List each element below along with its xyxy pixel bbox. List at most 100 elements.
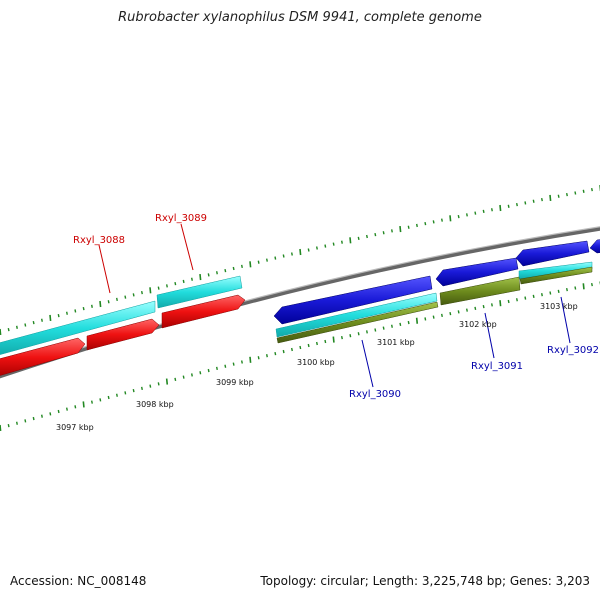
tick-mark [149, 384, 152, 388]
gene-label-rxyl-3091[interactable]: Rxyl_3091 [471, 361, 523, 372]
tick-mark [82, 401, 85, 408]
genome-backbone [0, 226, 600, 379]
leader-rxyl-3090 [361, 339, 374, 388]
tick-mark [57, 313, 60, 318]
tick-mark [374, 328, 377, 332]
cds-arrow-rxyl-3088[interactable] [86, 318, 160, 351]
tick-mark [449, 311, 452, 316]
tick-mark [532, 199, 535, 203]
tick-mark [15, 421, 18, 425]
tick-mark [174, 282, 177, 286]
olive-feature-3[interactable] [519, 266, 593, 285]
cds-arrow-left[interactable] [0, 337, 86, 377]
tick-mark [224, 364, 227, 368]
accession-text: Accession: NC_008148 [10, 574, 147, 588]
tick-mark [49, 412, 52, 416]
scale-label-3099: 3099 kbp [216, 378, 254, 387]
scale-label-3100: 3100 kbp [297, 358, 335, 367]
tick-mark [299, 345, 302, 350]
tick-mark [7, 423, 10, 428]
tick-mark [574, 286, 577, 290]
tick-mark [390, 324, 393, 328]
olive-feature-2[interactable] [439, 276, 521, 306]
tick-mark [549, 291, 552, 295]
tick-mark [307, 248, 310, 252]
tick-mark [474, 211, 477, 215]
tick-mark [224, 268, 227, 273]
gene-bar-rxyl-3089[interactable] [156, 275, 243, 309]
tick-mark [557, 289, 560, 293]
scale-label-3101: 3101 kbp [377, 338, 415, 347]
tick-mark [149, 287, 152, 294]
tick-mark [507, 204, 510, 208]
tick-mark [457, 310, 460, 314]
tick-mark [349, 334, 352, 338]
tick-mark [432, 315, 435, 319]
tick-mark [199, 371, 202, 375]
tick-mark [132, 293, 135, 297]
gene-label-rxyl-3092[interactable]: Rxyl_3092 [547, 345, 599, 356]
gene-bar-rxyl-3090[interactable] [275, 292, 438, 338]
tick-mark [532, 294, 535, 299]
tick-mark [65, 407, 68, 411]
tick-mark [0, 328, 2, 336]
tick-mark [365, 234, 368, 239]
cds-arrow-rxyl-3091[interactable] [435, 257, 519, 287]
tick-mark [74, 309, 77, 313]
upper-tick-ring [0, 185, 600, 336]
tick-mark [290, 252, 293, 256]
gene-label-rxyl-3090[interactable]: Rxyl_3090 [349, 389, 401, 400]
tick-mark [99, 398, 102, 402]
tick-mark [265, 258, 268, 262]
tick-mark [90, 400, 93, 404]
cds-arrow-next[interactable] [589, 239, 600, 254]
tick-mark [349, 237, 352, 244]
tick-mark [324, 339, 327, 344]
tick-mark [74, 405, 77, 409]
lower-tick-ring [0, 281, 600, 432]
tick-mark [115, 297, 118, 302]
gene-label-rxyl-3088[interactable]: Rxyl_3088 [73, 235, 125, 246]
tick-mark [565, 192, 568, 197]
tick-mark [465, 213, 468, 217]
gene-bar-rxyl-3088[interactable] [0, 300, 156, 356]
tick-mark [240, 264, 243, 269]
tick-mark [274, 256, 277, 260]
tick-mark [574, 191, 577, 195]
tick-mark [157, 382, 160, 386]
tick-mark [282, 254, 285, 258]
tick-mark [490, 303, 493, 307]
tick-mark [465, 308, 468, 312]
tick-mark [24, 419, 27, 423]
tick-mark [207, 273, 210, 277]
tick-mark [399, 225, 402, 233]
cds-arrow-rxyl-3092[interactable] [515, 240, 590, 267]
tick-mark [407, 320, 410, 325]
olive-feature-1[interactable] [276, 301, 439, 344]
tick-mark [249, 356, 252, 363]
tick-mark [490, 208, 493, 212]
tick-mark [40, 318, 43, 322]
tick-mark [82, 306, 85, 311]
tick-mark [565, 288, 568, 292]
tick-mark [257, 260, 260, 264]
tick-mark [440, 218, 443, 222]
cds-arrow-rxyl-3090[interactable] [273, 275, 433, 325]
tick-mark [132, 388, 135, 393]
scale-label-3098: 3098 kbp [136, 400, 174, 409]
tick-mark [140, 290, 143, 295]
scale-label-3102: 3102 kbp [459, 320, 497, 329]
tick-mark [357, 332, 360, 336]
tick-mark [257, 356, 260, 360]
tick-mark [540, 293, 543, 297]
cds-arrow-rxyl-3089[interactable] [161, 294, 246, 329]
tick-mark [40, 414, 43, 418]
tick-mark [340, 335, 343, 340]
tick-mark [265, 354, 268, 358]
tick-mark [399, 322, 402, 327]
tick-mark [315, 341, 318, 346]
tick-mark [182, 375, 185, 379]
tick-mark [190, 373, 193, 377]
gene-label-rxyl-3089[interactable]: Rxyl_3089 [155, 213, 207, 224]
